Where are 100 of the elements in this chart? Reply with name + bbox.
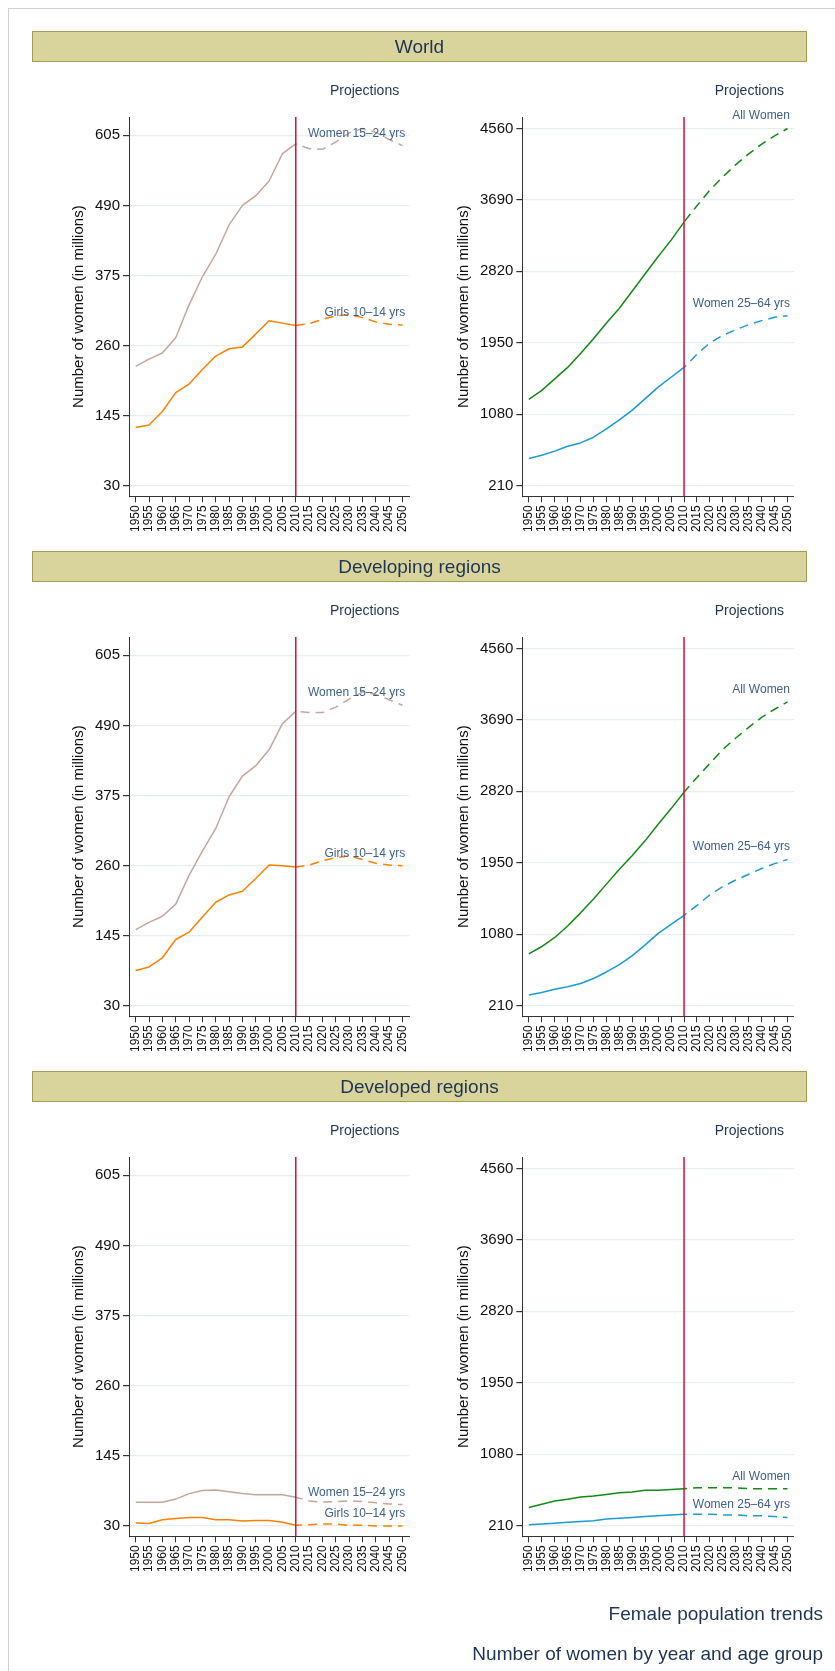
x-tick-label: 1995 [637, 1544, 652, 1573]
series-label: Women 15–24 yrs [308, 125, 406, 140]
text: Projections [714, 82, 784, 98]
x-tick-label: 2005 [663, 1544, 678, 1573]
y-tick-label: 4560 [479, 118, 514, 136]
x-tick-label: 2050 [394, 1544, 409, 1573]
x-tick-label: 1985 [611, 504, 626, 533]
x-tick-label: 2030 [728, 1544, 743, 1573]
x-tick-label: 1980 [208, 504, 223, 533]
series-label: Girls 10–14 yrs [324, 845, 406, 860]
x-tick-label: 1950 [128, 504, 143, 533]
x-tick-label: 1950 [521, 1544, 536, 1573]
x-tick-label: 1985 [221, 1544, 236, 1573]
x-tick-label: 2040 [368, 504, 383, 533]
y-tick-label: 30 [103, 996, 121, 1014]
x-tick-label: 2005 [663, 1024, 678, 1053]
x-tick-label: 2050 [779, 504, 794, 533]
series-label: Women 25–64 yrs [692, 1497, 790, 1512]
x-tick-label: 1960 [154, 1544, 169, 1573]
x-tick-label: 1955 [141, 1544, 156, 1573]
x-tick-label: 1985 [611, 1544, 626, 1573]
x-tick-label: 1985 [221, 504, 236, 533]
y-tick-label: 2820 [479, 1301, 514, 1319]
x-tick-label: 1975 [194, 504, 209, 533]
series-label: All Women [732, 1468, 790, 1483]
chart-title: World [32, 31, 807, 62]
x-tick-label: 1970 [572, 1544, 587, 1573]
x-tick-label: 2030 [728, 1024, 743, 1053]
x-tick-label: 1980 [598, 1024, 613, 1053]
x-tick-label: 1950 [128, 1544, 143, 1573]
x-tick-label: 2020 [314, 504, 329, 533]
x-tick-label: 2030 [341, 1024, 356, 1053]
x-tick-label: 2030 [341, 1544, 356, 1573]
x-tick-label: 1995 [637, 1024, 652, 1053]
x-tick-label: 2050 [394, 1024, 409, 1053]
x-tick-label: 2035 [354, 504, 369, 533]
chart-title: Developed regions [32, 1071, 807, 1102]
x-tick-label: 1980 [598, 504, 613, 533]
y-tick-label: 145 [95, 925, 121, 943]
series-label: Girls 10–14 yrs [324, 304, 406, 319]
x-tick-label: 1970 [572, 504, 587, 533]
x-tick-label: 1955 [141, 504, 156, 533]
x-tick-label: 2040 [753, 504, 768, 533]
x-tick-label: 2005 [274, 1024, 289, 1053]
x-tick-label: 1975 [585, 504, 600, 533]
text: Projections [714, 602, 784, 618]
x-tick-label: 1990 [624, 1544, 639, 1573]
x-tick-label: 1995 [637, 504, 652, 533]
x-tick-label: 1990 [624, 504, 639, 533]
x-tick-label: 1990 [624, 1024, 639, 1053]
y-tick-label: 210 [488, 475, 514, 493]
y-tick-label: 490 [95, 715, 121, 733]
x-tick-label: 2000 [261, 1024, 276, 1053]
text: Projections [714, 1122, 784, 1138]
x-tick-label: 2025 [715, 1544, 730, 1573]
x-tick-label: 2030 [341, 504, 356, 533]
series-label: All Women [732, 681, 790, 696]
x-tick-label: 2030 [728, 504, 743, 533]
x-tick-label: 1965 [168, 1544, 183, 1573]
text: Projections [329, 82, 400, 98]
x-tick-label: 1965 [559, 1544, 574, 1573]
x-tick-label: 2010 [288, 504, 303, 533]
x-tick-label: 1985 [611, 1024, 626, 1053]
y-tick-label: 260 [95, 1375, 121, 1393]
y-tick-label: 3690 [479, 710, 514, 728]
x-tick-label: 1950 [521, 1024, 536, 1053]
x-tick-label: 1965 [559, 1024, 574, 1053]
y-tick-label: 2820 [479, 781, 514, 799]
y-tick-label: 1080 [479, 924, 514, 942]
x-tick-label: 1950 [128, 1024, 143, 1053]
x-tick-label: 1970 [181, 1024, 196, 1053]
x-tick-label: 2005 [663, 504, 678, 533]
x-tick-label: 2035 [741, 1544, 756, 1573]
x-tick-label: 2045 [381, 1024, 396, 1053]
x-tick-label: 1995 [248, 504, 263, 533]
y-tick-label: 375 [95, 785, 121, 803]
y-tick-label: 145 [95, 1445, 121, 1463]
x-tick-label: 2020 [314, 1024, 329, 1053]
x-tick-label: 2045 [381, 504, 396, 533]
x-tick-label: 2015 [301, 1544, 316, 1573]
y-tick-label: 1080 [479, 404, 514, 422]
x-tick-label: 2050 [779, 1544, 794, 1573]
x-tick-label: 2015 [689, 504, 704, 533]
y-tick-label: 605 [95, 125, 121, 143]
series-label: Women 25–64 yrs [692, 839, 790, 854]
x-tick-label: 1960 [154, 1024, 169, 1053]
x-tick-label: 2000 [650, 1544, 665, 1573]
y-tick-label: 3690 [479, 1230, 514, 1248]
y-tick-label: 2820 [479, 261, 514, 279]
text: Number of women by year and age group [472, 1643, 823, 1665]
x-tick-label: 2020 [702, 504, 717, 533]
x-tick-label: 1975 [585, 1024, 600, 1053]
x-tick-label: 1990 [234, 504, 249, 533]
y-tick-label: 490 [95, 195, 121, 213]
x-tick-label: 2010 [288, 1024, 303, 1053]
x-tick-label: 2025 [715, 1024, 730, 1053]
y-tick-label: 490 [95, 1235, 121, 1253]
y-axis-title: Number of women (in millions) [69, 205, 87, 408]
x-tick-label: 1975 [194, 1024, 209, 1053]
x-tick-label: 1980 [208, 1544, 223, 1573]
